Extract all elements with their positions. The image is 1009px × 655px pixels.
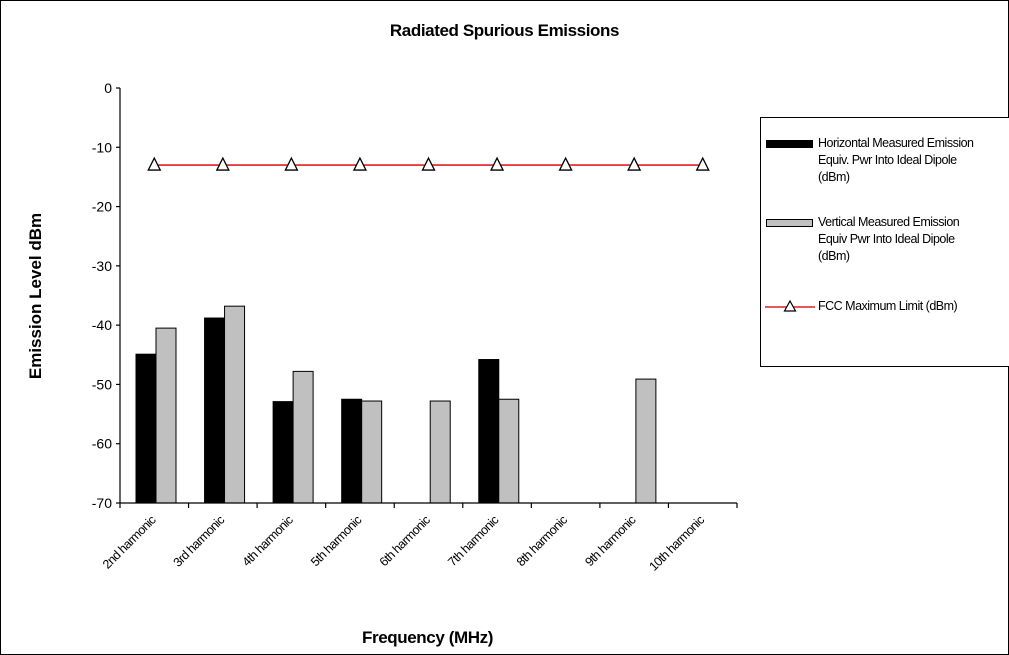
legend-swatch-fcc-limit xyxy=(765,299,815,312)
legend-swatch-vertical xyxy=(766,219,813,227)
fcc-limit-marker-2 xyxy=(284,156,299,171)
x-tick-label-3: 5th harmonic xyxy=(308,513,364,569)
bar-horizontal-2 xyxy=(272,401,294,504)
bar-vertical-0 xyxy=(155,327,177,504)
fcc-limit-marker-3 xyxy=(352,156,367,171)
x-tick-label-7: 9th harmonic xyxy=(582,513,638,569)
y-tick-label-4: -40 xyxy=(92,317,112,333)
fcc-limit-marker-8 xyxy=(695,156,710,171)
x-tick-label-8: 10th harmonic xyxy=(646,513,707,574)
bar-horizontal-5 xyxy=(478,359,500,504)
fcc-limit-marker-1 xyxy=(215,156,230,171)
y-tick-label-5: -50 xyxy=(92,376,112,392)
legend-label-fcc-limit: FCC Maximum Limit (dBm) xyxy=(818,299,958,313)
y-tick-label-0: 0 xyxy=(104,80,112,96)
bar-horizontal-1 xyxy=(204,317,226,504)
x-tick-label-0: 2nd harmonic xyxy=(100,513,159,572)
bar-vertical-4 xyxy=(429,400,451,504)
y-tick-label-3: -30 xyxy=(92,258,112,274)
legend: Horizontal Measured Emission Equiv. Pwr … xyxy=(760,117,1009,367)
chart-title: Radiated Spurious Emissions xyxy=(389,21,620,40)
bar-horizontal-0 xyxy=(135,353,157,504)
fcc-limit-marker-4 xyxy=(421,156,436,171)
bar-vertical-2 xyxy=(292,370,314,504)
x-tick-label-1: 3rd harmonic xyxy=(171,513,228,570)
legend-label-vertical: Vertical Measured Emission Equiv Pwr Int… xyxy=(818,215,960,263)
bar-vertical-5 xyxy=(498,398,520,504)
legend-label-horizontal: Horizontal Measured Emission Equiv. Pwr … xyxy=(818,136,974,184)
x-tick-label-2: 4th harmonic xyxy=(240,513,296,569)
bar-vertical-1 xyxy=(224,305,246,504)
bar-vertical-3 xyxy=(361,400,383,504)
x-tick-label-5: 7th harmonic xyxy=(445,513,501,569)
y-tick-label-6: -60 xyxy=(92,436,112,452)
y-axis-label: Emission Level dBm xyxy=(26,212,45,380)
y-tick-label-1: -10 xyxy=(92,139,112,155)
bar-vertical-7 xyxy=(635,378,657,504)
fcc-limit-marker-7 xyxy=(627,156,642,171)
y-tick-label-7: -70 xyxy=(92,495,112,511)
bar-horizontal-3 xyxy=(341,398,363,504)
x-axis-label: Frequency (MHz) xyxy=(362,628,493,647)
fcc-limit-marker-0 xyxy=(147,156,162,171)
fcc-limit-marker-5 xyxy=(490,156,505,171)
y-tick-label-2: -20 xyxy=(92,199,112,215)
x-tick-label-6: 8th harmonic xyxy=(514,513,570,569)
x-tick-label-4: 6th harmonic xyxy=(377,513,433,569)
legend-swatch-horizontal xyxy=(766,140,813,148)
fcc-limit-marker-6 xyxy=(558,156,573,171)
